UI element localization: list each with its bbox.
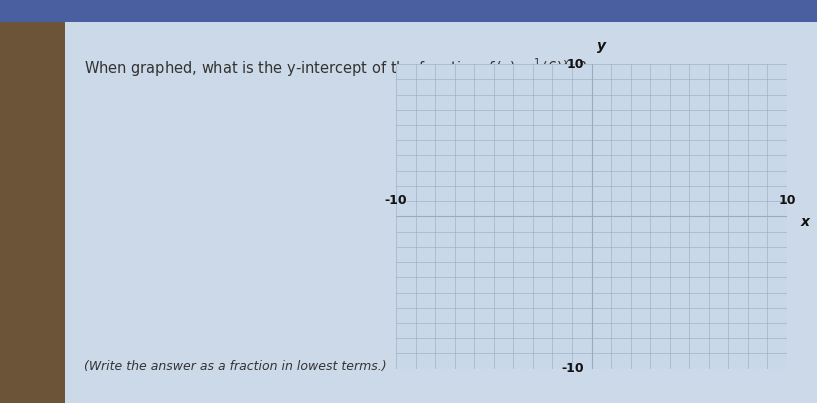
Text: x: x <box>801 216 810 229</box>
Text: 10: 10 <box>566 58 583 71</box>
Text: (Write the answer as a fraction in lowest terms.): (Write the answer as a fraction in lowes… <box>84 359 386 372</box>
Text: 10: 10 <box>778 194 796 207</box>
Text: When graphed, what is the y-intercept of the function  $f\,(x) = \frac{1}{2}(6)^: When graphed, what is the y-intercept of… <box>84 56 587 82</box>
Text: -10: -10 <box>385 194 408 207</box>
Text: -10: -10 <box>561 362 583 375</box>
Text: y: y <box>597 39 606 53</box>
